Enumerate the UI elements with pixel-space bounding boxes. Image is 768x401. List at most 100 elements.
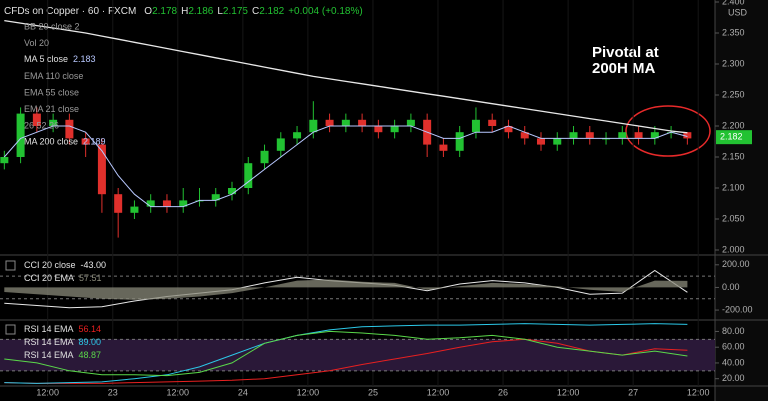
candle-body	[325, 119, 334, 126]
legend-name: RSI 14 EMA	[24, 324, 74, 334]
y-tick-label: 2.150	[722, 151, 745, 161]
candle-body	[569, 132, 578, 139]
candle-body	[650, 132, 659, 139]
legend-value: 56.14	[79, 324, 102, 334]
y-tick-label: 2.200	[722, 120, 745, 130]
legend-name: MA 5 close	[24, 54, 68, 64]
x-tick-label: 26	[498, 387, 508, 397]
y-tick-label: 2.250	[722, 89, 745, 99]
candle-body	[114, 194, 123, 213]
candle-body	[81, 138, 90, 145]
candle-body	[374, 126, 383, 133]
candle-body	[162, 200, 171, 207]
candle-body	[228, 188, 237, 195]
y-tick-label: 2.350	[722, 27, 745, 37]
legend-entry: BB 20 close 2	[24, 21, 80, 31]
y-tick-label: 200.00	[722, 259, 750, 269]
candle-body	[488, 119, 497, 126]
header: CFDs on Copper · 60 · FXCM O2.178 H2.186 L2…	[4, 6, 363, 17]
x-tick-label: 27	[628, 387, 638, 397]
annotation: 200H MA	[592, 60, 656, 77]
candle-body	[32, 113, 41, 126]
legend-entry: RSI 14 EMA 48.87	[24, 350, 101, 360]
x-tick-label: 25	[368, 387, 378, 397]
ohlc-value: 2.178	[152, 6, 177, 17]
legend-entry: RSI 14 EMA 89.00	[24, 337, 101, 347]
annotation: Pivotal at	[592, 44, 659, 61]
interval: 60	[88, 6, 100, 17]
candle-body	[146, 200, 155, 207]
legend-name: CCI 20 EMA	[24, 273, 74, 283]
line	[4, 19, 688, 134]
symbol: CFDs on Copper	[4, 6, 80, 17]
candle-body	[455, 132, 464, 151]
line	[4, 323, 688, 384]
legend-entry: CCI 20 EMA 57.51	[24, 273, 102, 283]
line	[4, 338, 688, 384]
y-tick-label: 2.300	[722, 58, 745, 68]
candle-body	[293, 132, 302, 139]
ohlc-key: O	[144, 6, 152, 17]
y-tick-label: 40.00	[722, 357, 745, 367]
last-price-tag	[716, 130, 752, 145]
x-tick-label: 23	[108, 387, 118, 397]
legend-value: 48.87	[79, 350, 102, 360]
candle-body	[309, 119, 318, 133]
legend-entry: CCI 20 close -43.00	[24, 260, 106, 270]
candle-body	[504, 126, 513, 133]
y-tick-label: 2.000	[722, 244, 745, 254]
x-tick-label: 12:00	[167, 387, 190, 397]
currency: USD	[728, 7, 748, 17]
legend-entry: MA 5 close 2.183	[24, 54, 96, 64]
legend-name: MA 200 close	[24, 137, 78, 147]
legend-entry: Vol 20	[24, 38, 49, 48]
source: FXCM	[108, 6, 136, 17]
candle-body	[358, 119, 367, 126]
candle-body	[16, 113, 25, 157]
candle-body	[439, 144, 448, 151]
candle-body	[618, 132, 627, 139]
legend-value: 2.183	[73, 54, 96, 64]
ohlc-value: 2.175	[223, 6, 248, 17]
candle-body	[65, 119, 74, 139]
candle-body	[341, 119, 350, 126]
candle-body	[244, 163, 253, 188]
x-tick-label: 12:00	[557, 387, 580, 397]
legend-entry: EMA 55 close	[24, 87, 79, 97]
legend-name: RSI 14 EMA	[24, 350, 74, 360]
ohlc-value: 2.182	[259, 6, 284, 17]
last-price-label: 2.182	[720, 132, 743, 142]
pane-toggle	[5, 324, 16, 335]
ohlc-key: H	[181, 6, 188, 17]
legend-entry: RSI 14 EMA 56.14	[24, 324, 101, 334]
legend-value: 57.51	[79, 273, 102, 283]
candle-body	[0, 157, 9, 164]
y-tick-label: 20.00	[722, 373, 745, 383]
price-axis-bg	[715, 0, 768, 401]
candle-body	[130, 206, 139, 213]
candle-body	[471, 119, 480, 133]
candle-body	[683, 132, 692, 139]
legend-entry: EMA 110 close	[24, 71, 83, 81]
change: +0.004 (+0.18%)	[288, 6, 363, 17]
y-tick-label: 0.00	[722, 282, 740, 292]
x-tick-label: 12:00	[297, 387, 320, 397]
candle-body	[49, 119, 58, 126]
candle-body	[276, 138, 285, 151]
legend-entry: 26 52 26	[24, 120, 59, 130]
line	[4, 330, 688, 377]
y-tick-label: 2.400	[722, 0, 745, 6]
legend-name: RSI 14 EMA	[24, 337, 74, 347]
x-tick-label: 12:00	[687, 387, 710, 397]
legend-entry: MA 200 close 2.189	[24, 137, 106, 147]
ohlc-key: C	[252, 6, 259, 17]
line	[3, 125, 688, 208]
ohlc-key: L	[217, 6, 223, 17]
band	[0, 339, 715, 371]
legend-value: -43.00	[81, 260, 107, 270]
candle-body	[211, 194, 220, 201]
highlight-ellipse	[625, 105, 711, 157]
x-tick-label: 12:00	[427, 387, 450, 397]
legend-entry: EMA 21 close	[24, 104, 79, 114]
candle-body	[97, 144, 106, 195]
